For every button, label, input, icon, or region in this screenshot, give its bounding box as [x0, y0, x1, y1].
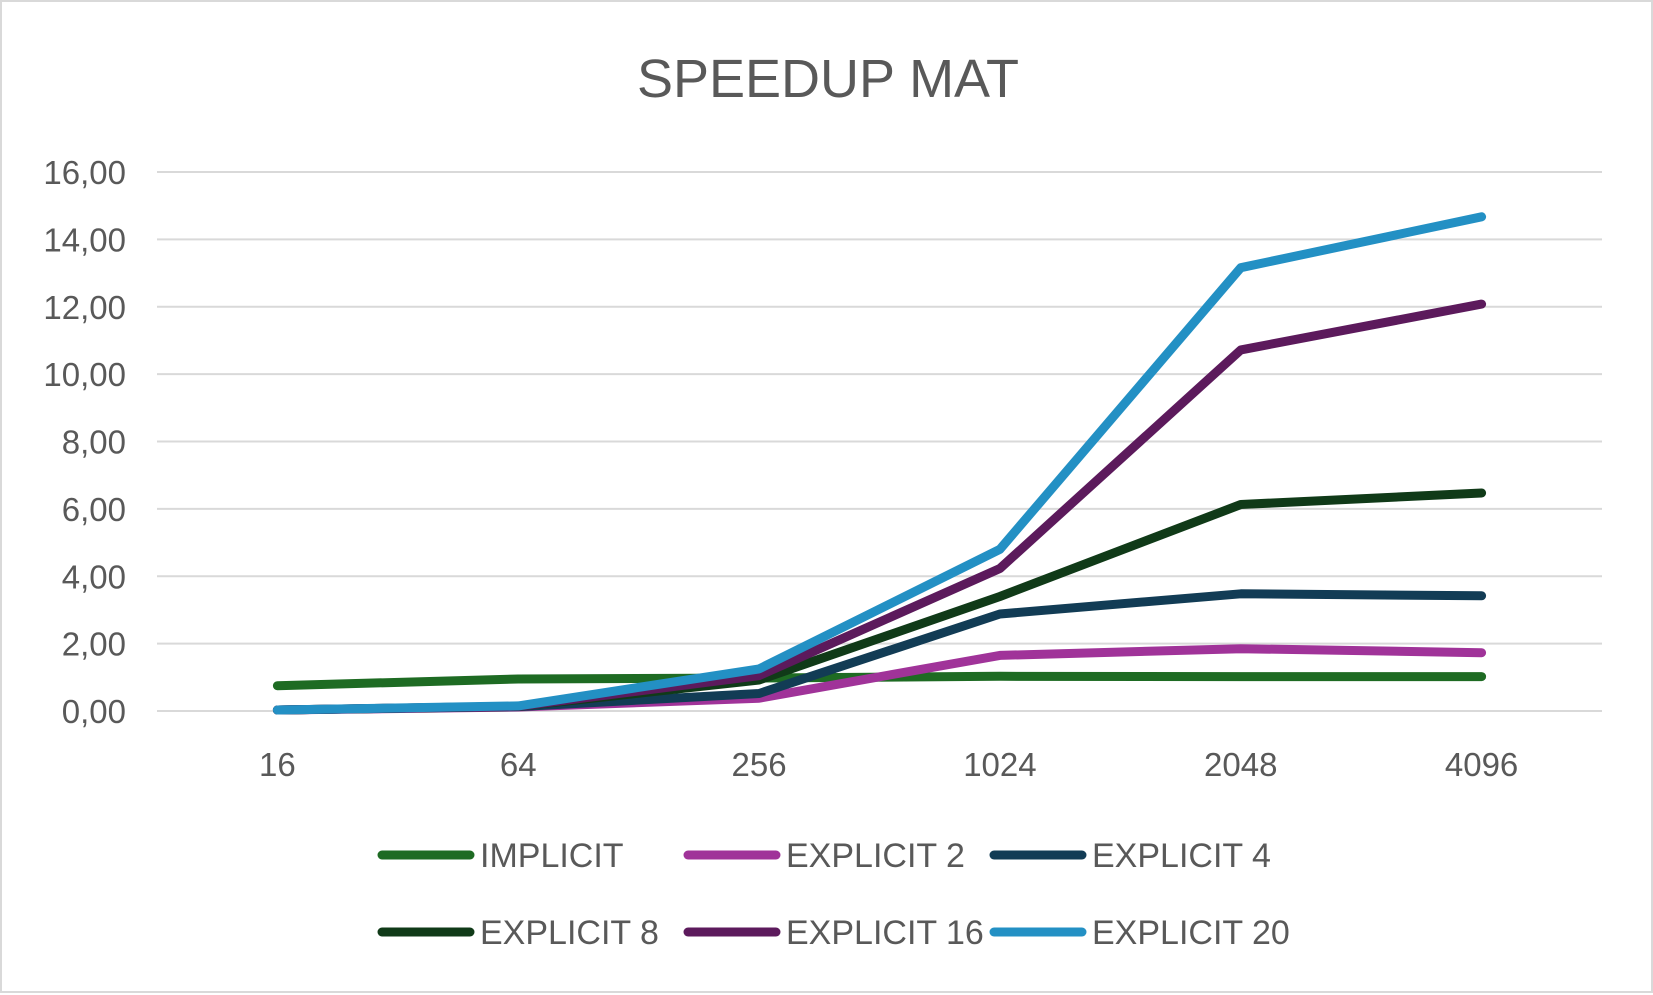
x-tick-label: 2048	[1204, 746, 1277, 783]
legend-item: EXPLICIT 2	[683, 837, 965, 875]
series-line-explicit-20	[272, 212, 1487, 715]
y-tick-label: 4,00	[62, 558, 126, 595]
legend-label: IMPLICIT	[480, 837, 624, 875]
series-lines	[272, 212, 1487, 715]
y-tick-label: 8,00	[62, 424, 126, 461]
legend-label: EXPLICIT 4	[1092, 837, 1271, 875]
x-tick-label: 64	[500, 746, 537, 783]
legend-label: EXPLICIT 8	[480, 914, 659, 952]
chart-title: SPEEDUP MAT	[637, 49, 1019, 109]
legend-item: EXPLICIT 4	[989, 837, 1271, 875]
y-tick-label: 14,00	[43, 221, 126, 258]
x-tick-label: 1024	[963, 746, 1036, 783]
y-tick-label: 10,00	[43, 356, 126, 393]
legend-label: EXPLICIT 20	[1092, 914, 1290, 952]
legend-item: EXPLICIT 8	[377, 914, 659, 952]
x-tick-label: 4096	[1445, 746, 1518, 783]
x-tick-label: 256	[732, 746, 787, 783]
x-tick-label: 16	[259, 746, 296, 783]
y-tick-label: 6,00	[62, 491, 126, 528]
y-tick-label: 0,00	[62, 693, 126, 730]
legend-item: IMPLICIT	[377, 837, 624, 875]
y-tick-label: 2,00	[62, 626, 126, 663]
legend: IMPLICIT EXPLICIT 2 EXPLICIT 4 EXPLICIT 8 EX…	[377, 837, 1290, 952]
legend-label: EXPLICIT 16	[786, 914, 984, 952]
y-axis-tick-labels: 0,00 2,00 4,00 6,00 8,00 10,00 12,00 14,00 16,00	[43, 154, 126, 730]
y-tick-label: 12,00	[43, 289, 126, 326]
gridlines	[157, 171, 1602, 712]
legend-item: EXPLICIT 16	[683, 914, 984, 952]
legend-label: EXPLICIT 2	[786, 837, 965, 875]
y-tick-label: 16,00	[43, 154, 126, 191]
legend-item: EXPLICIT 20	[989, 914, 1290, 952]
x-axis-tick-labels: 16 64 256 1024 2048 4096	[259, 746, 1518, 783]
